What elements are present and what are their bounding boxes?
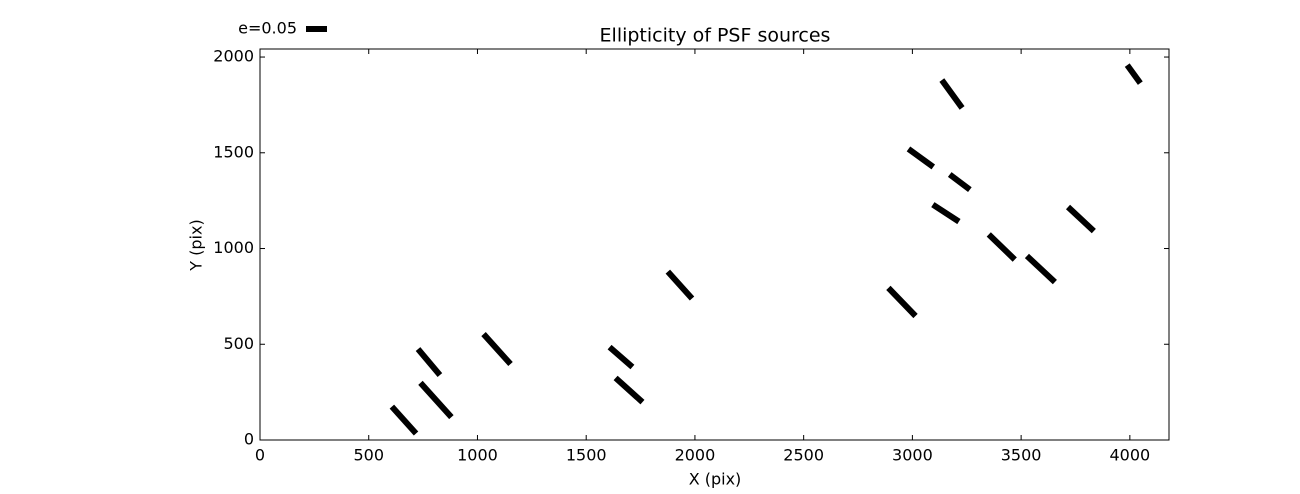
y-tick-label: 0 bbox=[244, 430, 254, 449]
chart-title: Ellipticity of PSF sources bbox=[600, 25, 831, 47]
x-tick-label: 2000 bbox=[675, 446, 716, 465]
ellipticity-stick bbox=[1024, 253, 1057, 285]
ellipticity-stick bbox=[665, 269, 695, 301]
x-tick-label: 500 bbox=[353, 446, 384, 465]
key-label: e=0.05 bbox=[238, 19, 297, 38]
x-tick-label: 3000 bbox=[892, 446, 933, 465]
x-tick-label: 1500 bbox=[566, 446, 607, 465]
ellipticity-stick bbox=[886, 285, 918, 319]
x-tick-label: 4000 bbox=[1109, 446, 1150, 465]
x-axis-label: X (pix) bbox=[689, 470, 742, 489]
ellipticity-stick bbox=[986, 232, 1017, 262]
x-tick-label: 0 bbox=[255, 446, 265, 465]
ellipticity-stick bbox=[939, 78, 965, 110]
ellipticity-stick bbox=[906, 146, 936, 170]
ellipticity-stick bbox=[931, 202, 961, 225]
ellipticity-stick bbox=[1124, 63, 1143, 85]
ellipticity-stick bbox=[389, 404, 419, 436]
y-tick-label: 1500 bbox=[213, 142, 254, 161]
plot-frame bbox=[259, 48, 1170, 441]
x-tick-label: 1000 bbox=[457, 446, 498, 465]
ellipticity-stick bbox=[418, 380, 454, 420]
y-axis-label: Y (pix) bbox=[187, 219, 206, 271]
ellipticity-stick bbox=[607, 344, 635, 370]
ellipticity-stick bbox=[1065, 204, 1096, 234]
ellipticity-stick bbox=[947, 172, 972, 193]
ellipticity-stick bbox=[481, 332, 513, 367]
x-tick-label: 3500 bbox=[1001, 446, 1042, 465]
ellipticity-stick bbox=[415, 347, 443, 378]
y-tick-label: 2000 bbox=[213, 47, 254, 66]
y-tick-label: 500 bbox=[223, 334, 254, 353]
ellipticity-stick bbox=[613, 375, 645, 405]
x-tick-label: 2500 bbox=[783, 446, 824, 465]
y-tick-label: 1000 bbox=[213, 238, 254, 257]
